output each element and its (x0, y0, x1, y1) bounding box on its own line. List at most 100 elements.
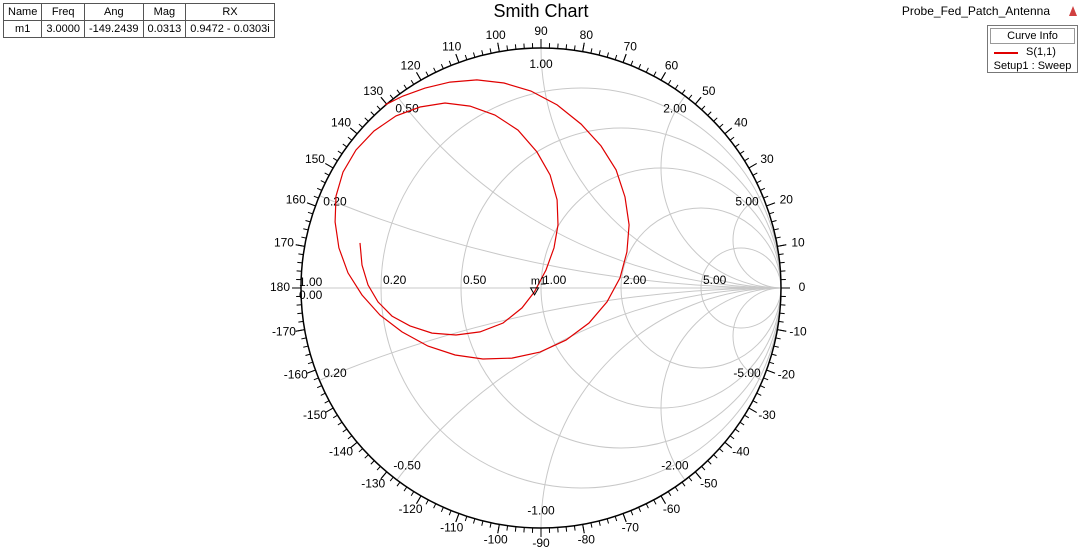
minor-tick (376, 466, 381, 471)
angle-label: -130 (361, 476, 385, 490)
minor-tick (598, 520, 601, 526)
angle-label: 120 (400, 58, 420, 72)
angle-tick (777, 329, 787, 332)
resistance-label: 5.00 (703, 273, 727, 287)
minor-tick (448, 510, 452, 516)
resistance-circle (460, 127, 781, 449)
reactance-label: -2.00 (661, 459, 689, 473)
angle-label: -30 (758, 408, 776, 422)
angle-label: 100 (486, 28, 506, 42)
minor-tick (307, 211, 313, 215)
minor-tick (396, 481, 401, 487)
resistance-label: 0.50 (463, 273, 487, 287)
minor-tick (778, 253, 784, 256)
minor-tick (347, 435, 353, 440)
angle-label: -160 (284, 368, 308, 382)
minor-tick (744, 157, 750, 162)
angle-label: 70 (624, 40, 638, 54)
minor-tick (410, 79, 415, 85)
minor-tick (674, 486, 679, 492)
angle-tick (766, 369, 776, 374)
minor-tick (425, 499, 429, 505)
minor-tick (729, 435, 735, 440)
resistance-circle (620, 207, 781, 369)
minor-tick (760, 385, 766, 389)
angle-label: 10 (791, 236, 805, 250)
minor-tick (464, 516, 468, 522)
header-cell: Ang (84, 3, 144, 21)
legend-label: S(1,1) (1026, 46, 1056, 58)
minor-tick (506, 525, 509, 531)
minor-tick (565, 526, 568, 532)
angle-label: -90 (532, 536, 550, 550)
marker-label: m1 (531, 276, 546, 288)
header-cell: Freq (41, 3, 85, 21)
minor-tick (364, 454, 369, 459)
resistance-circle (700, 247, 781, 329)
minor-tick (472, 518, 476, 524)
minor-tick (779, 312, 785, 315)
minor-tick (760, 187, 766, 191)
angle-tick (497, 524, 500, 534)
header-cell: Mag (142, 3, 187, 21)
angle-label: 20 (780, 193, 794, 207)
minor-tick (630, 510, 634, 516)
minor-tick (734, 143, 740, 148)
minor-tick (719, 448, 724, 453)
minor-tick (514, 44, 517, 50)
minor-tick (681, 89, 686, 95)
angle-tick (455, 53, 460, 63)
angle-tick (349, 127, 358, 135)
angle-label: -140 (329, 445, 353, 459)
reactance-label: 1.00 (529, 57, 553, 71)
minor-tick (769, 361, 775, 365)
minor-tick (307, 361, 313, 365)
minor-tick (630, 60, 634, 66)
minor-tick (769, 211, 775, 215)
angle-tick (748, 163, 757, 169)
reactance-arc (540, 48, 781, 289)
minor-tick (481, 520, 484, 526)
minor-tick (638, 507, 642, 513)
edge-label: 0.00 (299, 288, 323, 302)
angle-label: -80 (578, 532, 596, 546)
minor-tick (489, 48, 492, 54)
minor-tick (752, 400, 758, 404)
reactance-arc (660, 48, 781, 289)
minor-tick (674, 84, 679, 90)
minor-tick (433, 67, 437, 73)
minor-tick (337, 421, 343, 426)
minor-tick (403, 84, 408, 90)
minor-tick (320, 180, 326, 184)
angle-tick (325, 163, 334, 169)
minor-tick (342, 428, 348, 433)
angle-label: -60 (663, 502, 681, 516)
angle-tick (582, 524, 585, 534)
minor-tick (440, 63, 444, 69)
reactance-label: -5.00 (733, 366, 761, 380)
angle-tick (777, 244, 787, 247)
minor-tick (614, 54, 618, 60)
angle-tick (660, 495, 666, 504)
resistance-circle (380, 87, 781, 489)
edge-label: 1.00 (299, 275, 323, 289)
minor-tick (688, 476, 693, 482)
resistance-label: 0.20 (383, 273, 407, 287)
legend-setup: Setup1 : Sweep (993, 60, 1072, 72)
reactance-arc (301, 48, 781, 289)
minor-tick (771, 353, 777, 357)
reactance-label: -0.50 (393, 459, 421, 473)
angle-tick (380, 471, 388, 480)
legend-entry: S(1,1) (988, 46, 1077, 60)
angle-tick (766, 202, 776, 207)
minor-tick (573, 525, 576, 531)
minor-tick (425, 71, 429, 77)
minor-tick (298, 253, 304, 256)
angle-tick (306, 369, 316, 374)
minor-tick (440, 507, 444, 513)
angle-label: 180 (270, 280, 290, 294)
minor-tick (598, 50, 601, 56)
minor-tick (707, 460, 712, 465)
angle-label: 40 (734, 116, 748, 130)
